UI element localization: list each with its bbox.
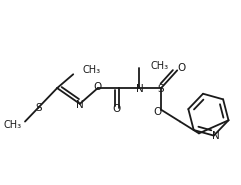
Text: O: O [178, 63, 186, 73]
Text: O: O [153, 107, 161, 117]
Text: CH₃: CH₃ [83, 65, 101, 75]
Text: CH₃: CH₃ [151, 61, 169, 71]
Text: N: N [135, 84, 143, 94]
Text: S: S [158, 84, 164, 94]
Text: O: O [113, 104, 121, 114]
Text: N: N [212, 131, 220, 141]
Text: N: N [76, 100, 84, 110]
Text: CH₃: CH₃ [3, 120, 21, 130]
Text: O: O [94, 82, 102, 92]
Text: S: S [35, 103, 41, 113]
